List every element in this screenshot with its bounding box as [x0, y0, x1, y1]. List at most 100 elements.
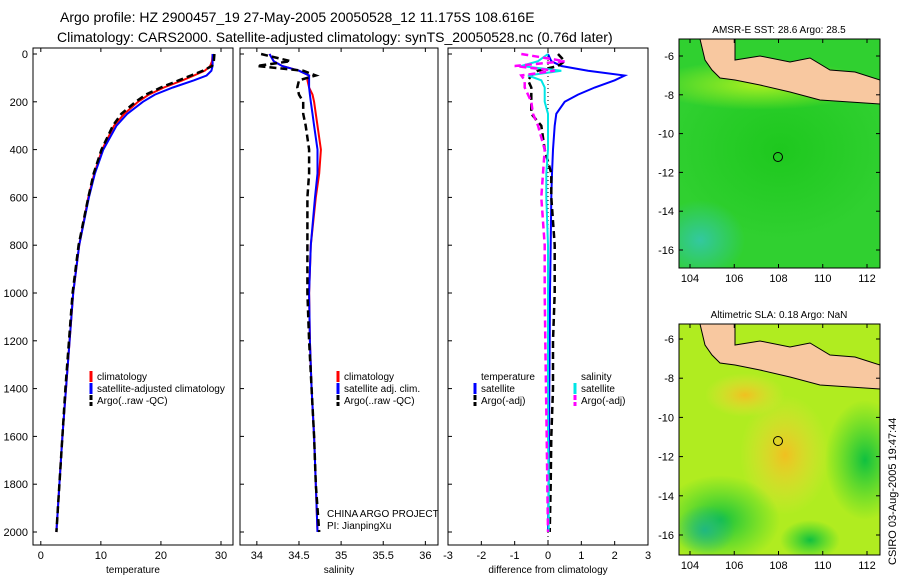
x-tick-label: 104 — [681, 560, 699, 572]
x-axis-label: difference from climatology — [488, 565, 607, 576]
x-tick-label: 30 — [215, 550, 227, 562]
y-tick-label: -10 — [658, 412, 674, 424]
series-satellite-adj-clim- — [268, 53, 319, 533]
y-tick-label: 400 — [10, 145, 28, 157]
legend-label: Argo(..raw -QC) — [344, 396, 415, 407]
legend-label: climatology — [344, 372, 394, 383]
y-tick-label: -6 — [664, 51, 674, 63]
sst-map-frame — [678, 38, 881, 269]
legend-label: satellite — [481, 384, 515, 395]
x-tick-label: 106 — [725, 560, 743, 572]
sla-float-position-marker — [773, 436, 783, 446]
csiro-timestamp: CSIRO 03-Aug-2005 19:47:44 — [887, 418, 899, 565]
sla-field-patch — [740, 395, 830, 515]
x-tick-label: 35 — [335, 550, 347, 562]
x-axis-label: temperature — [106, 565, 160, 576]
y-tick-label: 1400 — [4, 384, 28, 396]
series-temperature-argo-adj- — [526, 53, 567, 533]
axes-frame — [239, 47, 439, 546]
series-argo-raw-qc- — [55, 53, 216, 533]
y-tick-label: 2000 — [4, 527, 28, 539]
y-tick-label: 1200 — [4, 336, 28, 348]
x-tick-label: 3 — [645, 550, 651, 562]
java-landmass — [699, 324, 880, 390]
legend-header: salinity — [581, 372, 612, 383]
sla-field-patch — [705, 373, 785, 417]
y-tick-label: 1800 — [4, 479, 28, 491]
x-tick-label: 0 — [545, 550, 551, 562]
x-tick-label: 0 — [38, 550, 44, 562]
y-tick-label: -8 — [664, 90, 674, 102]
y-tick-label: 600 — [10, 192, 28, 204]
x-tick-label: 112 — [858, 273, 876, 285]
sla-map — [679, 324, 880, 555]
legend-header: temperature — [481, 372, 535, 383]
title-line-2: Climatology: CARS2000. Satellite-adjuste… — [57, 29, 613, 45]
legend-label: satellite — [581, 384, 615, 395]
x-tick-label: 110 — [814, 273, 832, 285]
y-tick-label: -6 — [664, 334, 674, 346]
sla-map-title: Altimetric SLA: 0.18 Argo: NaN — [711, 310, 848, 321]
series-climatology — [55, 53, 214, 533]
y-tick-label: 800 — [10, 240, 28, 252]
annotation: PI: JianpingXu — [327, 521, 392, 532]
sla-field-patch — [679, 505, 735, 555]
y-tick-label: -16 — [658, 530, 674, 542]
sla-map-frame — [678, 323, 881, 556]
x-tick-label: 34.5 — [288, 550, 309, 562]
x-tick-label: 104 — [681, 273, 699, 285]
series-temperature-satellite — [547, 53, 629, 533]
y-tick-label: 0 — [22, 49, 28, 61]
x-axis-label: salinity — [324, 565, 355, 576]
sla-field-patch — [825, 400, 880, 520]
y-tick-label: -14 — [658, 206, 674, 218]
series-argo-raw-qc- — [256, 52, 321, 533]
y-tick-label: -12 — [658, 167, 674, 179]
x-tick-label: 36 — [419, 550, 431, 562]
x-tick-label: 106 — [725, 273, 743, 285]
y-tick-label: -16 — [658, 245, 674, 257]
legend-label: Argo(-adj) — [481, 396, 525, 407]
legend-label: Argo(-adj) — [581, 396, 625, 407]
legend-label: climatology — [97, 372, 147, 383]
java-landmass — [699, 39, 880, 105]
x-tick-label: -1 — [510, 550, 520, 562]
legend-label: satellite adj. clim. — [344, 384, 420, 395]
y-tick-label: 1000 — [4, 288, 28, 300]
y-tick-label: -12 — [658, 452, 674, 464]
x-tick-label: 110 — [814, 560, 832, 572]
y-tick-label: -14 — [658, 491, 674, 503]
profile-panel-3: -3 -2 -1 0 1 2 3 difference from climatology tem… — [443, 47, 651, 576]
series-satellite-adjusted-climatology — [55, 54, 214, 533]
x-tick-label: -3 — [443, 550, 453, 562]
x-tick-label: 108 — [769, 273, 787, 285]
x-tick-label: 1 — [578, 550, 584, 562]
axes-frame — [32, 47, 234, 546]
legend-label: satellite-adjusted climatology — [97, 384, 225, 395]
sla-field-patch — [780, 520, 840, 555]
profile-panel-2: 34 34.5 35 35.5 36 salinity climatologysatelli… — [239, 47, 439, 576]
sst-map — [679, 39, 880, 268]
y-tick-label: -10 — [658, 129, 674, 141]
legend-label: Argo(..raw -QC) — [97, 396, 168, 407]
series-salinity-argo-adj- — [514, 52, 565, 533]
x-tick-label: -2 — [476, 550, 486, 562]
x-tick-label: 112 — [858, 560, 876, 572]
x-tick-label: 35.5 — [373, 550, 394, 562]
y-tick-label: 200 — [10, 97, 28, 109]
sst-map-title: AMSR-E SST: 28.6 Argo: 28.5 — [712, 25, 846, 36]
series-salinity-satellite — [521, 53, 562, 532]
x-tick-label: 34 — [251, 550, 263, 562]
y-tick-label: 1600 — [4, 431, 28, 443]
x-tick-label: 2 — [612, 550, 618, 562]
y-tick-label: -8 — [664, 373, 674, 385]
title-line-1: Argo profile: HZ 2900457_19 27-May-2005 … — [60, 9, 535, 25]
x-tick-label: 108 — [769, 560, 787, 572]
sst-field-patch — [679, 200, 745, 268]
x-tick-label: 20 — [155, 550, 167, 562]
profile-panel-1: 0 10 20 30 temperature 0 200 400 600 800 1000 1200 1… — [4, 47, 234, 576]
x-tick-label: 10 — [95, 550, 107, 562]
annotation: CHINA ARGO PROJECT — [327, 509, 439, 520]
sst-float-position-marker — [773, 152, 783, 162]
